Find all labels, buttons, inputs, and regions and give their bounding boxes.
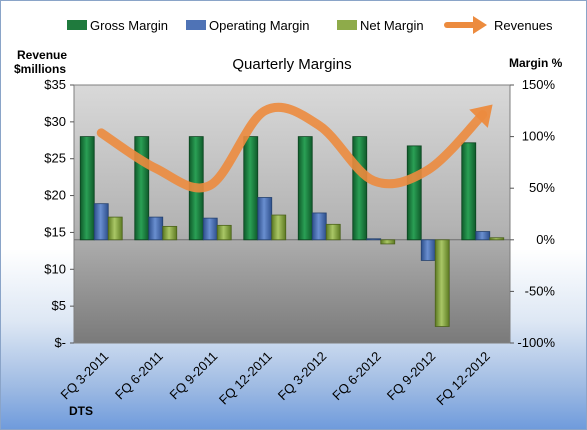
net-margin-bar <box>107 216 123 241</box>
gross-margin-bar <box>406 145 422 241</box>
left-axis-title-line2: $millions <box>14 62 66 76</box>
right-axis-tick-label: 0% <box>536 232 555 247</box>
left-axis-title-line1: Revenue <box>17 48 67 62</box>
legend-label-operating-margin: Operating Margin <box>209 18 309 33</box>
operating-margin-bar <box>202 217 218 241</box>
operating-margin-bar <box>475 231 491 241</box>
left-axis-tick-label: $5 <box>52 298 66 313</box>
net-margin-bar <box>325 223 341 241</box>
category-label: FQ 12-2011 <box>216 349 275 408</box>
right-axis-tick-label: 100% <box>522 129 556 144</box>
operating-margin-bar <box>93 203 109 241</box>
category-label: FQ 9-2011 <box>166 349 220 403</box>
category-label: FQ 6-2011 <box>112 349 166 403</box>
left-axis-tick-label: $25 <box>44 151 66 166</box>
revenues-line <box>96 102 488 193</box>
legend-arrow-revenues <box>473 16 487 34</box>
category-label: FQ 3-2011 <box>57 349 111 403</box>
net-margin-bar <box>434 239 450 327</box>
footer-label: DTS <box>69 404 93 418</box>
net-margin-bar <box>271 214 287 241</box>
net-margin-bar <box>489 237 505 241</box>
operating-margin-bar <box>148 216 164 241</box>
gross-margin-bar <box>297 136 313 241</box>
operating-margin-bar <box>366 238 382 241</box>
right-axis-tick-label: -50% <box>525 283 556 298</box>
right-axis-tick-label: -100% <box>517 335 555 350</box>
legend-swatch-net-margin <box>337 20 357 30</box>
legend-swatch-gross-margin <box>67 20 87 30</box>
left-axis-tick-label: $30 <box>44 114 66 129</box>
chart-title: Quarterly Margins <box>232 56 351 73</box>
left-axis-tick-label: $10 <box>44 261 66 276</box>
legend-swatch-operating-margin <box>186 20 206 30</box>
right-axis-title: Margin % <box>509 56 563 70</box>
net-margin-bar <box>216 224 232 241</box>
net-margin-bar <box>162 225 178 241</box>
operating-margin-bar <box>420 239 436 261</box>
legend-label-revenues: Revenues <box>494 18 553 33</box>
gross-margin-bar <box>461 142 477 241</box>
legend-label-net-margin: Net Margin <box>360 18 424 33</box>
legend-label-gross-margin: Gross Margin <box>90 18 168 33</box>
operating-margin-bar <box>257 197 273 241</box>
operating-margin-bar <box>311 212 327 241</box>
gross-margin-bar <box>352 136 368 241</box>
right-axis-tick-label: 150% <box>522 77 556 92</box>
left-axis-tick-label: $- <box>54 335 66 350</box>
legend: Gross Margin Operating Margin Net Margin… <box>67 16 553 34</box>
revenues-arrowhead <box>469 104 493 128</box>
category-label: FQ 12-2012 <box>433 349 493 409</box>
category-label: FQ 6-2012 <box>329 349 384 404</box>
right-axis-tick-label: 50% <box>529 180 555 195</box>
gross-margin-bar <box>79 136 95 241</box>
category-label: FQ 3-2012 <box>275 349 330 404</box>
left-axis-tick-label: $15 <box>44 224 66 239</box>
left-axis-tick-label: $20 <box>44 188 66 203</box>
left-axis-tick-label: $35 <box>44 77 66 92</box>
net-margin-bar <box>380 239 396 245</box>
gross-margin-bar <box>243 136 259 241</box>
category-label: FQ 9-2012 <box>384 349 439 404</box>
